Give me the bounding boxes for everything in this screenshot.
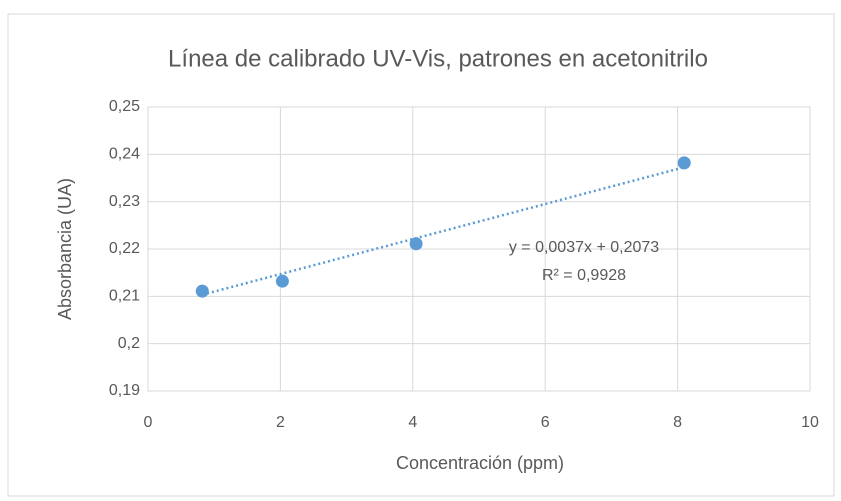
- y-tick-label: 0,23: [109, 193, 140, 210]
- y-tick-label: 0,2: [118, 335, 140, 352]
- chart-frame: [7, 13, 835, 497]
- point: [275, 274, 289, 288]
- x-tick-label: 4: [408, 414, 417, 431]
- x-tick-label: 0: [144, 414, 153, 431]
- trendline: [201, 166, 685, 296]
- y-tick-label: 0,21: [109, 288, 140, 305]
- x-tick-label: 8: [673, 414, 682, 431]
- point: [677, 156, 691, 170]
- y-tick-label: 0,24: [109, 146, 140, 163]
- y-tick-label: 0,22: [109, 240, 140, 257]
- x-tick-label: 2: [276, 414, 285, 431]
- chart-title: Línea de calibrado UV-Vis, patrones en a…: [168, 45, 708, 72]
- point: [195, 284, 209, 298]
- trendline-equation: y = 0,0037x + 0,2073: [509, 239, 659, 256]
- x-axis-title: Concentración (ppm): [396, 453, 564, 473]
- y-axis-title: Absorbancia (UA): [55, 178, 75, 320]
- x-tick-label: 6: [541, 414, 550, 431]
- trendline-r2: R² = 0,9928: [542, 267, 626, 284]
- plot-border: [147, 106, 811, 392]
- y-tick-label: 0,19: [109, 382, 140, 399]
- x-tick-label: 10: [801, 414, 819, 431]
- y-tick-label: 0,25: [109, 98, 140, 115]
- point: [409, 237, 423, 251]
